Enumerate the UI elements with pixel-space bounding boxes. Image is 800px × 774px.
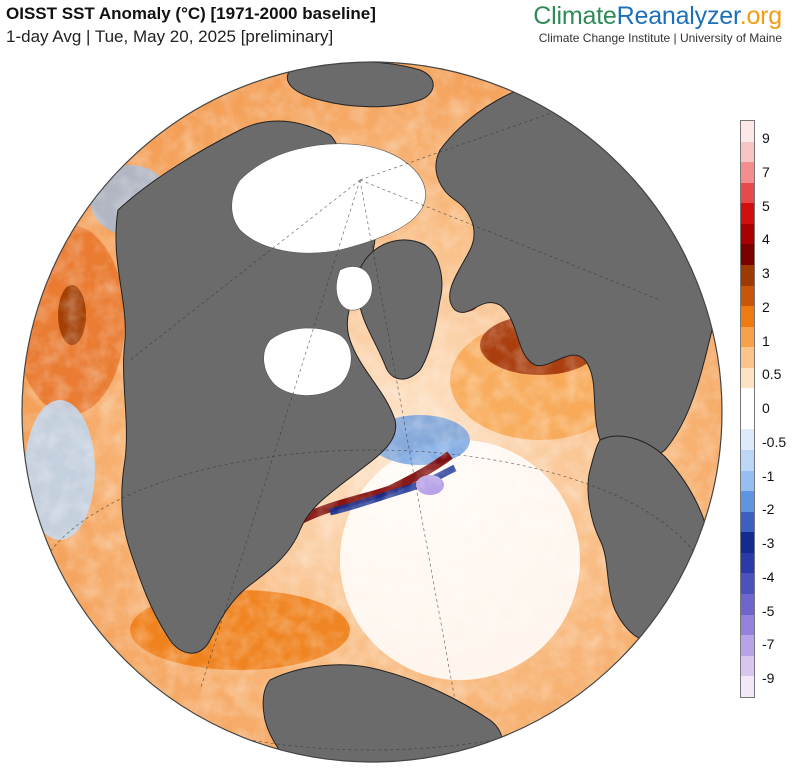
colorbar-segment (741, 614, 754, 636)
brand-part-climate: Climate (533, 2, 617, 30)
land-siberia (287, 62, 434, 108)
map-subtitle: 1-day Avg | Tue, May 20, 2025 [prelimina… (6, 27, 334, 46)
colorbar-segment (741, 244, 754, 265)
colorbar-label: 0.5 (762, 366, 782, 383)
colorbar-segment (741, 264, 754, 286)
colorbar-label: 1 (762, 332, 770, 349)
colorbar-label: 2 (762, 298, 770, 315)
colorbar-segment (741, 450, 754, 471)
colorbar-label: 7 (762, 163, 770, 180)
colorbar-label: 4 (762, 231, 770, 248)
colorbar-labels: 9 7 5 4 3 2 1 0.5 0 -0.5 -1 -2 -3 -4 -5 -7 -9 (762, 120, 800, 698)
colorbar-label: -5 (762, 602, 775, 619)
colorbar-segment (741, 306, 754, 327)
colorbar-segment (741, 635, 754, 656)
colorbar-segment (741, 367, 754, 389)
colorbar-label: -1 (762, 467, 775, 484)
colorbar-segment (741, 121, 754, 142)
colorbar-label: -7 (762, 636, 775, 653)
colorbar-segment (741, 141, 754, 163)
colorbar-segment (741, 408, 754, 430)
colorbar-label: 3 (762, 265, 770, 281)
colorbar-label: 0 (762, 400, 770, 416)
colorbar-segment (741, 347, 754, 368)
colorbar-segment (741, 182, 754, 204)
colorbar-segment (741, 326, 754, 348)
brand-part-org: .org (739, 2, 782, 30)
colorbar-label: -2 (762, 501, 775, 518)
colorbar-label: -3 (762, 535, 775, 551)
colorbar-segment (741, 511, 754, 533)
brand-part-reanalyzer: Reanalyzer (616, 2, 740, 30)
colorbar-segment (741, 162, 754, 183)
colorbar-segment (741, 491, 754, 512)
colorbar-segment (741, 285, 754, 307)
colorbar-segment (741, 223, 754, 245)
colorbar (740, 120, 755, 698)
brand-affiliation: Climate Change Institute | University of… (538, 31, 782, 45)
colorbar-segment (741, 573, 754, 594)
brand-logo[interactable]: ClimateReanalyzer.org (533, 2, 782, 31)
colorbar-segment (741, 470, 754, 492)
land-south-america (262, 664, 503, 762)
colorbar-label: -9 (762, 670, 775, 686)
map-title: OISST SST Anomaly (°C) [1971-2000 baseli… (6, 4, 376, 23)
sea-ice-hudson-bay (263, 327, 352, 396)
colorbar-segment (741, 388, 754, 409)
globe-outline (21, 61, 723, 763)
colorbar-segment (741, 676, 754, 697)
colorbar-label: -4 (762, 568, 775, 585)
colorbar-segment (741, 429, 754, 450)
sea-ice (231, 143, 426, 396)
colorbar-label: 9 (762, 130, 770, 146)
colorbar-segment (741, 593, 754, 615)
colorbar-segment (741, 203, 754, 224)
sea-ice-arctic (231, 143, 426, 254)
colorbar-label: 5 (762, 197, 770, 214)
colorbar-label: -0.5 (762, 433, 787, 450)
sea-ice-baffin (336, 266, 373, 311)
colorbar-segment (741, 655, 754, 677)
colorbar-segment (741, 532, 754, 553)
colorbar-segment (741, 552, 754, 574)
